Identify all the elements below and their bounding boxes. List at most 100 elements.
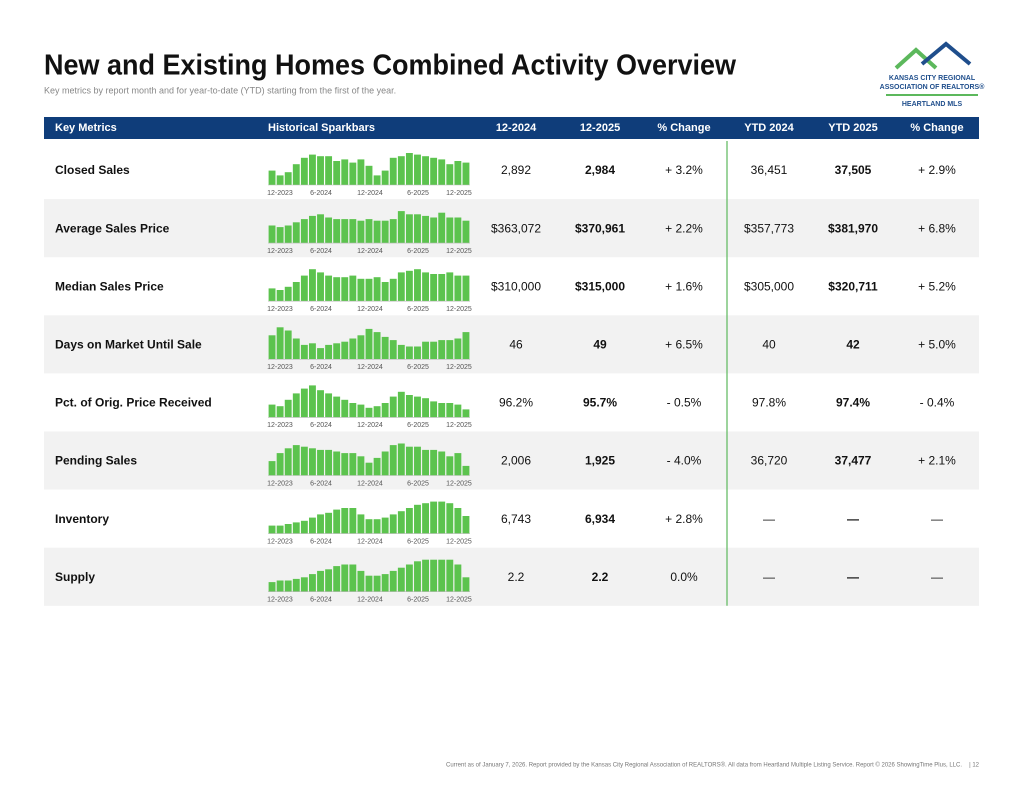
- sparkbar: [389, 396, 397, 418]
- sparkbar: [438, 340, 446, 360]
- sparkbar: [405, 153, 413, 185]
- sparkbar: [341, 159, 349, 185]
- sparkbar: [405, 564, 413, 592]
- sparkbar: [438, 559, 446, 592]
- sparkbar: [276, 525, 284, 534]
- logo-roof-green: [894, 47, 938, 70]
- sparkbar: [389, 570, 397, 592]
- sparkbar: [341, 453, 349, 476]
- sparkbar: [381, 403, 389, 418]
- sparkbar: [276, 290, 284, 302]
- sparkbar: [317, 514, 324, 534]
- sparkbar: [349, 403, 357, 418]
- sparkbar: [357, 159, 365, 185]
- column-header: YTD 2025: [828, 122, 878, 134]
- sparkbar: [397, 511, 405, 534]
- sparkbar: [268, 335, 276, 360]
- sparkbar: [397, 211, 405, 244]
- cell: 2,892: [501, 163, 531, 177]
- sparkbar: [317, 449, 324, 476]
- sparkbar: [405, 346, 413, 360]
- sparkbar: [405, 270, 413, 302]
- sparkbar: [414, 269, 421, 302]
- sparkbar: [446, 403, 454, 418]
- row-bg: [44, 431, 979, 490]
- sparkbar: [397, 443, 405, 476]
- sparkbar: [309, 448, 316, 476]
- sparkbar: [341, 399, 349, 418]
- sparkbar-label: 12-2025: [446, 248, 472, 255]
- sparkbar: [268, 582, 276, 592]
- sparkbar: [373, 575, 381, 592]
- sparkbar: [284, 225, 292, 244]
- sparkbar: [276, 175, 284, 185]
- sparkbar: [365, 219, 373, 244]
- cell: 96.2%: [499, 396, 533, 410]
- sparkbar: [268, 170, 276, 185]
- sparkbar: [373, 175, 381, 185]
- sparkbar: [373, 277, 381, 302]
- sparkbar: [309, 269, 316, 302]
- sparkbar: [430, 401, 438, 418]
- sparkbar: [389, 340, 397, 360]
- sparkbar: [454, 453, 462, 476]
- sparkbar: [389, 445, 397, 476]
- cell: 37,477: [835, 454, 872, 468]
- sparkbar: [317, 348, 324, 360]
- sparkbar: [381, 451, 389, 476]
- footer-text: Current as of January 7, 2026. Report pr…: [446, 762, 962, 769]
- sparkbar: [292, 578, 300, 592]
- sparkbar-label: 12-2025: [446, 422, 472, 429]
- cell: 42: [846, 337, 860, 351]
- sparkbar: [422, 398, 429, 418]
- sparkbar: [446, 456, 454, 476]
- logo-line: HEARTLAND MLS: [902, 101, 963, 108]
- sparkbar: [300, 388, 308, 418]
- sparkbar: [325, 217, 333, 244]
- sparkbar: [333, 343, 341, 360]
- column-header: Historical Sparkbars: [268, 122, 375, 134]
- sparkbar: [414, 446, 421, 476]
- sparkbar-label: 6-2024: [310, 597, 332, 604]
- sparkbar: [284, 580, 292, 592]
- cell: 0.0%: [670, 570, 698, 584]
- sparkbar: [373, 332, 381, 360]
- metric-name: Pending Sales: [55, 454, 137, 468]
- cell: $381,970: [828, 221, 878, 235]
- sparkbar: [333, 161, 341, 185]
- sparkbar: [333, 396, 341, 418]
- sparkbar-label: 6-2025: [407, 306, 429, 313]
- sparkbar: [438, 212, 446, 244]
- sparkbar: [381, 517, 389, 534]
- cell: + 6.8%: [918, 221, 956, 235]
- cell: —: [931, 570, 943, 584]
- sparkbar-label: 6-2025: [407, 480, 429, 487]
- sparkbar: [381, 282, 389, 302]
- sparkbar: [446, 340, 454, 360]
- sparkbar: [284, 524, 292, 534]
- cell: 37,505: [835, 163, 872, 177]
- sparkbar-label: 12-2025: [446, 364, 472, 371]
- sparkbar: [438, 274, 446, 302]
- column-header: % Change: [910, 122, 963, 134]
- sparkbar: [300, 446, 308, 476]
- cell: - 4.0%: [667, 454, 702, 468]
- sparkbar: [422, 503, 429, 534]
- sparkbar: [381, 170, 389, 185]
- sparkbar: [349, 219, 357, 244]
- sparkbar: [446, 272, 454, 302]
- sparkbar: [276, 327, 284, 360]
- sparkbar-label: 12-2023: [267, 422, 293, 429]
- sparkbar: [430, 449, 438, 476]
- sparkbar: [357, 570, 365, 592]
- sparkbar-label: 12-2025: [446, 190, 472, 197]
- sparkbar: [284, 399, 292, 418]
- sparkbar-label: 12-2023: [267, 190, 293, 197]
- sparkbar: [405, 508, 413, 534]
- sparkbar-label: 12-2024: [357, 248, 383, 255]
- sparkbar: [397, 156, 405, 185]
- sparkbar: [349, 162, 357, 185]
- cell: $363,072: [491, 221, 541, 235]
- sparkbar: [276, 580, 284, 592]
